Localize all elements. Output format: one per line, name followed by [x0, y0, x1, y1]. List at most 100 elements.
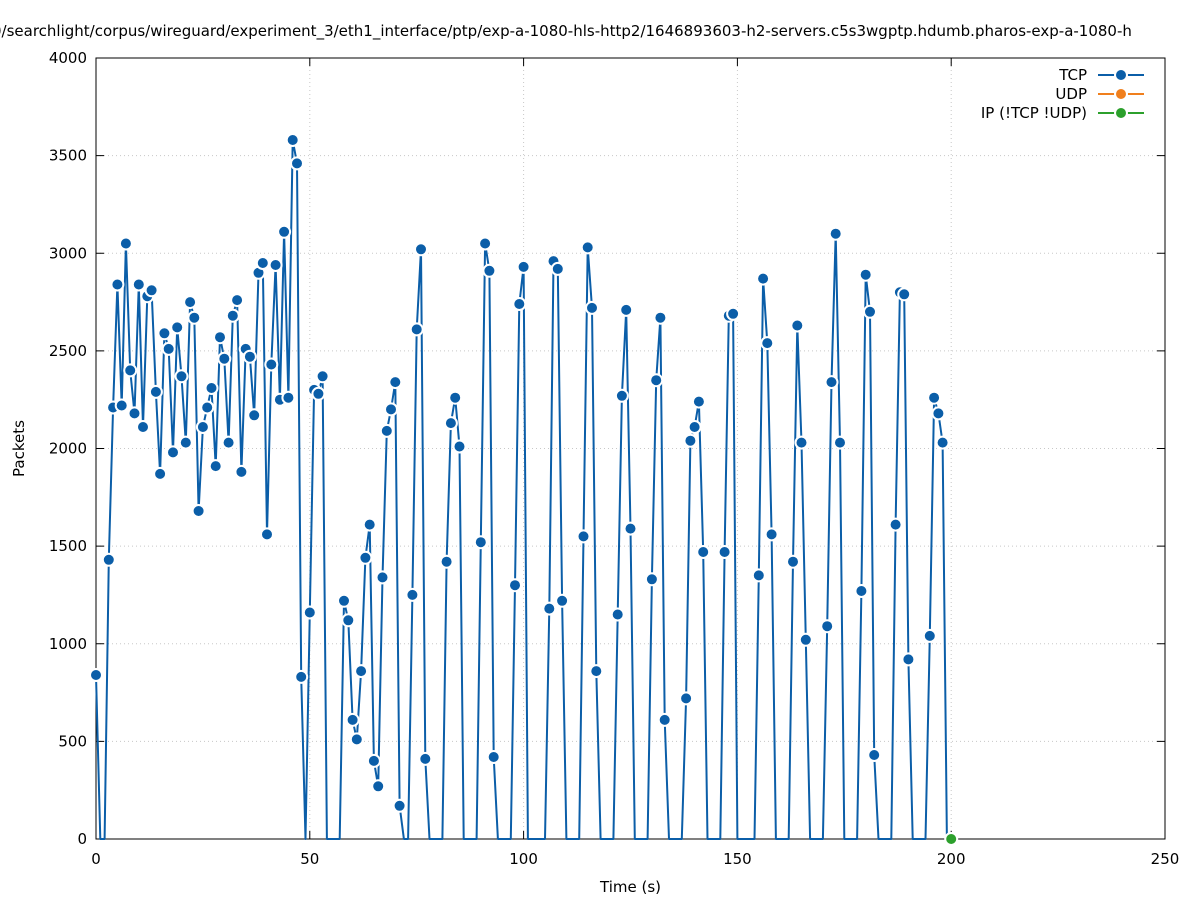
data-point-tcp — [166, 445, 180, 460]
data-point-tcp — [217, 351, 232, 366]
data-point-tcp — [362, 517, 377, 532]
data-point-tcp — [649, 373, 664, 388]
data-point-tcp — [687, 420, 702, 434]
data-point-tcp — [760, 336, 775, 351]
data-point-tcp — [555, 593, 570, 608]
data-point-tcp — [281, 390, 296, 405]
data-point-tcp — [110, 277, 125, 292]
data-point-tcp — [409, 322, 424, 337]
data-point-tcp — [482, 263, 497, 278]
data-point-tcp — [443, 416, 458, 431]
data-point-tcp — [790, 318, 805, 333]
data-point-tcp — [473, 535, 488, 550]
y-tick-label: 1500 — [49, 537, 87, 555]
data-point-tcp — [131, 277, 146, 292]
data-point-tcp — [927, 390, 942, 405]
data-point-tcp — [375, 570, 390, 585]
data-point-tcp — [512, 297, 527, 311]
x-tick-label: 100 — [509, 850, 538, 868]
y-tick-label: 3500 — [49, 147, 87, 165]
data-point-tcp — [264, 357, 279, 372]
data-point-tcp — [550, 261, 565, 276]
y-tick-label: 2500 — [49, 342, 87, 360]
data-point-tcp — [931, 406, 946, 421]
data-point-tcp — [341, 613, 356, 628]
axis-ticks: 0 50 100 150 200 2500500100015002000250030003… — [49, 49, 1180, 868]
data-point-tcp — [290, 156, 304, 171]
data-point-tcp — [486, 750, 501, 764]
data-point-tcp — [794, 435, 809, 450]
data-point-tcp — [576, 529, 591, 544]
data-point-tcp — [161, 341, 176, 356]
data-point-tcp — [820, 619, 835, 634]
legend-label-tcp: TCP — [1058, 66, 1087, 84]
data-point-tcp — [337, 593, 351, 608]
data-point-tcp — [234, 464, 249, 479]
data-point-tcp — [679, 691, 694, 706]
data-point-tcp — [311, 386, 326, 401]
data-point-tcp — [349, 732, 364, 747]
data-point-tcp — [101, 552, 116, 567]
data-point-tcp — [255, 256, 270, 270]
data-point-tcp — [854, 584, 869, 598]
data-point-ip-tcp-udp — [944, 832, 959, 846]
data-point-tcp — [863, 304, 877, 319]
data-point-tcp — [358, 550, 373, 565]
data-point-tcp — [696, 545, 711, 559]
grid-lines — [96, 58, 1165, 839]
data-point-tcp — [414, 242, 428, 257]
data-point-tcp — [653, 310, 668, 325]
y-tick-label: 1000 — [49, 635, 87, 653]
series-layer — [89, 133, 959, 846]
y-tick-label: 500 — [58, 732, 87, 750]
data-point-tcp — [542, 601, 557, 616]
data-point-tcp — [922, 628, 937, 643]
data-point-tcp — [751, 568, 766, 583]
data-point-tcp — [717, 545, 732, 559]
data-point-tcp — [260, 527, 274, 542]
data-point-tcp — [204, 381, 219, 395]
data-point-tcp — [144, 283, 159, 298]
data-point-tcp — [89, 668, 103, 682]
data-point-tcp — [683, 433, 698, 448]
data-point-tcp — [589, 664, 604, 679]
data-point-tcp — [824, 375, 839, 390]
data-point-tcp — [888, 517, 903, 532]
data-point-tcp — [213, 330, 227, 345]
legend-label-ip-tcp-udp: IP (!TCP !UDP) — [981, 104, 1087, 122]
data-point-tcp — [285, 133, 300, 147]
data-point-tcp — [191, 504, 206, 518]
legend-marker-tcp — [1114, 68, 1128, 82]
data-point-tcp — [242, 349, 257, 364]
data-point-tcp — [183, 295, 198, 310]
data-point-tcp — [405, 587, 420, 602]
data-point-tcp — [610, 607, 625, 622]
legend-marker-ip-tcp-udp — [1114, 106, 1128, 120]
data-point-tcp — [208, 459, 223, 474]
data-point-tcp — [136, 420, 150, 434]
data-point-tcp — [268, 258, 283, 272]
data-point-tcp — [127, 406, 142, 421]
data-point-tcp — [157, 326, 172, 341]
data-point-tcp — [379, 423, 394, 438]
data-point-tcp — [726, 306, 741, 321]
data-point-tcp — [247, 408, 262, 423]
x-tick-label: 50 — [300, 850, 319, 868]
data-point-tcp — [200, 400, 215, 415]
data-point-tcp — [798, 632, 813, 647]
data-point-tcp — [230, 293, 245, 308]
data-point-tcp — [764, 527, 779, 542]
data-point-tcp — [195, 420, 210, 434]
data-point-tcp — [439, 554, 454, 569]
data-point-tcp — [448, 390, 463, 405]
data-point-tcp — [833, 435, 847, 450]
data-point-tcp — [897, 287, 912, 302]
data-point-tcp — [388, 375, 403, 390]
chart-title: 0/searchlight/corpus/wireguard/experimen… — [0, 22, 1132, 41]
y-tick-label: 0 — [77, 830, 87, 848]
y-tick-label: 3000 — [49, 244, 87, 262]
data-point-tcp — [623, 521, 638, 536]
data-point-tcp — [294, 669, 309, 684]
